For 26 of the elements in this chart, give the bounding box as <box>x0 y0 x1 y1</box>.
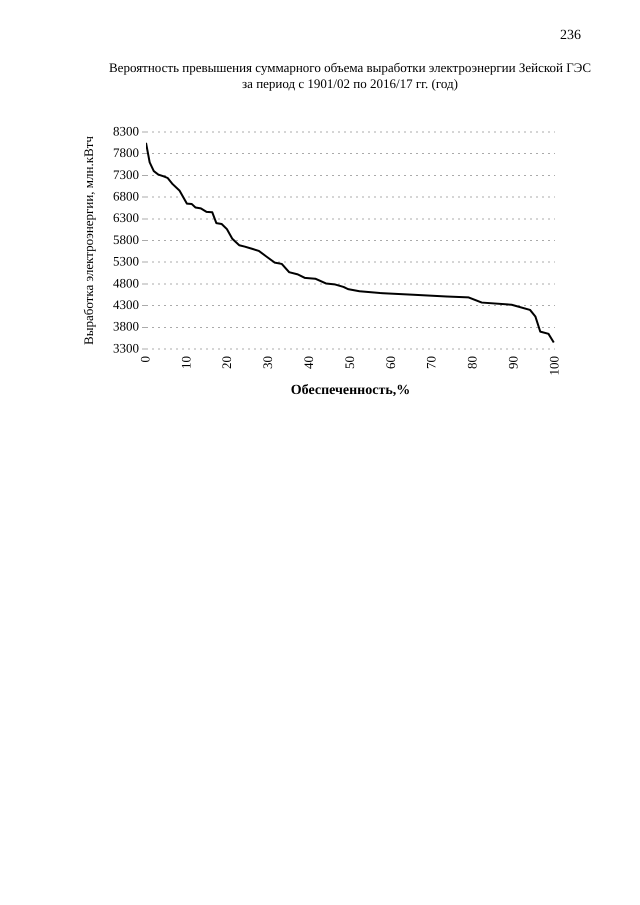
y-tick-label: 4300 <box>113 297 139 312</box>
x-tick-label: 20 <box>219 356 234 369</box>
y-tick-label: 6800 <box>113 188 139 204</box>
x-tick-label: 90 <box>506 356 521 369</box>
y-tick-label: 6300 <box>113 210 139 226</box>
y-tick-label: 4800 <box>113 275 139 290</box>
x-tick-label: 0 <box>137 356 152 362</box>
chart-title: Вероятность превышения суммарного объема выработки электроэнергии Зейской ГЭС за период с 1901/02 по 2016/17 гг. (год) <box>108 60 592 92</box>
x-tick-label: 80 <box>464 356 480 369</box>
y-tick-label: 7300 <box>113 166 139 182</box>
x-tick-label: 30 <box>260 356 276 369</box>
y-tick-label: 3800 <box>113 318 139 334</box>
y-tick-label: 7800 <box>113 145 139 160</box>
x-tick-label: 50 <box>342 356 357 369</box>
x-tick-label: 60 <box>382 356 398 369</box>
x-tick-label: 100 <box>546 356 562 376</box>
y-tick-label: 5800 <box>113 232 139 247</box>
x-tick-label: 40 <box>301 356 316 369</box>
x-tick-label: 10 <box>178 356 194 369</box>
x-tick-label: 70 <box>424 356 439 369</box>
y-tick-label: 3300 <box>113 340 139 356</box>
text: 236 <box>560 28 581 44</box>
y-axis-title: Выработка электроэнергии, млн.кВтч <box>81 136 96 345</box>
y-tick-label: 5300 <box>113 254 139 269</box>
x-axis-title: Обеспеченность,% <box>290 383 410 398</box>
y-tick-label: 8300 <box>113 123 139 138</box>
